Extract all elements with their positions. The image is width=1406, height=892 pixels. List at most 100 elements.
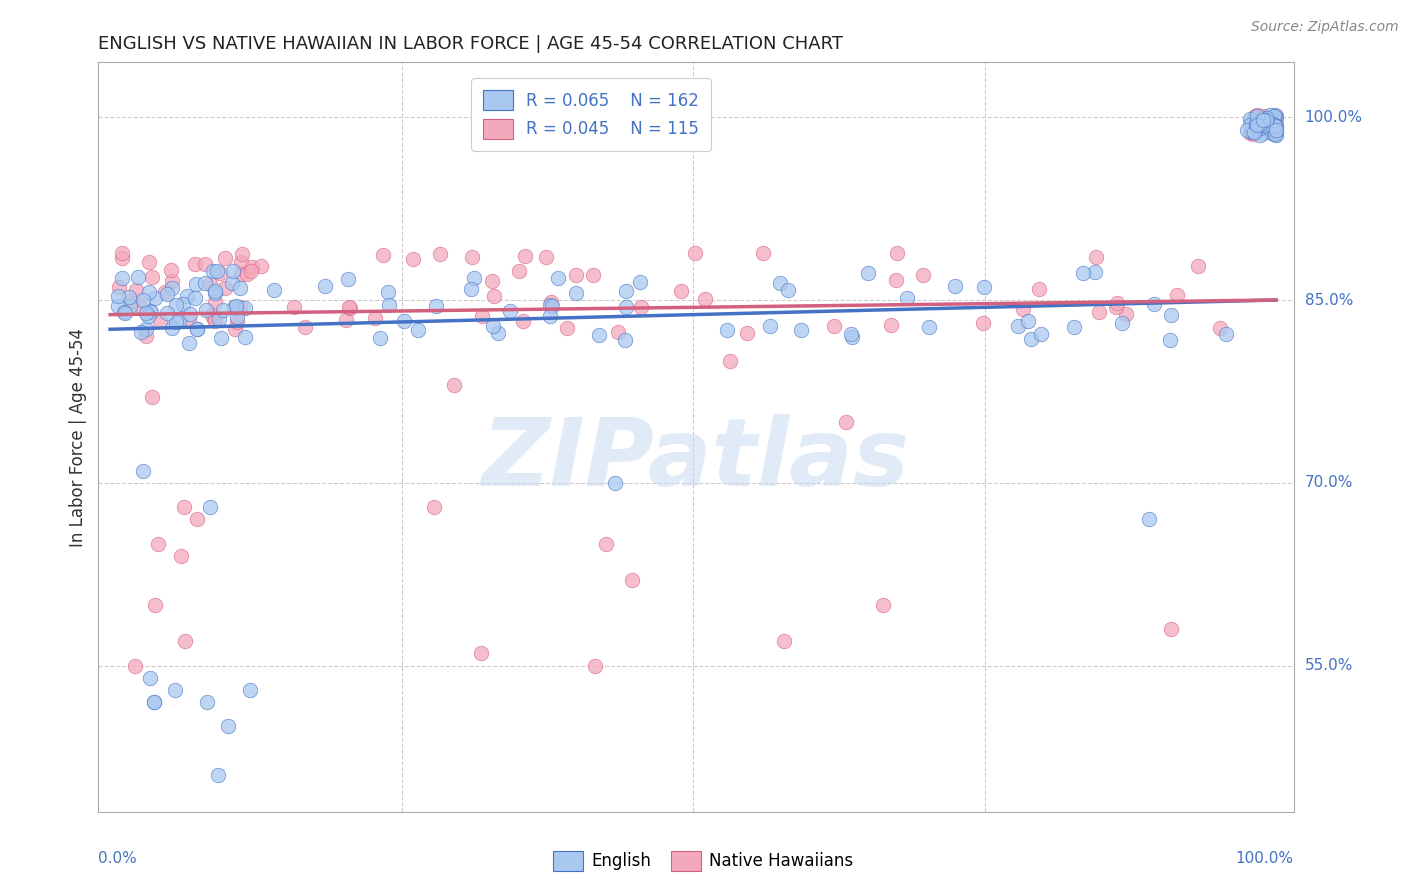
Point (179, 307, 201, 321)
Point (896, 291, 918, 305)
Point (1215, 327, 1237, 342)
Point (149, 314, 172, 328)
Point (1254, 117, 1277, 131)
Point (565, 268, 588, 283)
Point (669, 285, 692, 299)
Point (1250, 122, 1272, 136)
Point (1265, 123, 1288, 137)
Point (160, 280, 183, 294)
Point (202, 311, 225, 326)
Point (228, 281, 250, 295)
Point (155, 285, 177, 299)
Point (406, 323, 429, 337)
Point (735, 326, 758, 340)
Point (1265, 109, 1288, 123)
Point (194, 277, 217, 291)
Point (508, 264, 530, 278)
Point (159, 263, 181, 277)
Point (139, 305, 162, 319)
Point (139, 304, 162, 318)
Point (972, 316, 994, 330)
Point (886, 246, 908, 260)
Point (165, 298, 187, 312)
Point (1107, 295, 1129, 310)
Point (879, 318, 901, 332)
Point (236, 267, 259, 281)
Point (214, 281, 236, 295)
Point (463, 270, 485, 285)
Point (143, 695, 166, 709)
Point (429, 247, 451, 261)
Point (628, 275, 651, 289)
Point (482, 318, 505, 333)
Point (1246, 108, 1268, 122)
Point (1247, 118, 1270, 132)
Point (1241, 124, 1264, 138)
Point (1264, 120, 1286, 134)
Point (205, 264, 228, 278)
Point (1265, 128, 1288, 143)
Point (470, 646, 492, 660)
Point (107, 299, 129, 313)
Point (1239, 126, 1261, 140)
Point (614, 333, 637, 347)
Point (583, 658, 606, 673)
Point (233, 301, 256, 315)
Point (118, 290, 141, 304)
Point (221, 277, 243, 291)
Point (198, 500, 221, 515)
Point (1258, 108, 1281, 122)
Text: 100.0%: 100.0% (1305, 110, 1362, 125)
Point (138, 671, 160, 685)
Point (973, 280, 995, 294)
Point (283, 301, 305, 315)
Point (1264, 118, 1286, 132)
Point (198, 277, 221, 291)
Point (217, 719, 239, 733)
Point (790, 323, 813, 337)
Point (224, 322, 246, 336)
Point (1028, 282, 1050, 296)
Point (835, 415, 858, 429)
Point (377, 297, 399, 311)
Point (716, 323, 738, 337)
Point (1251, 112, 1274, 126)
Point (129, 325, 152, 339)
Point (204, 295, 226, 310)
Point (776, 283, 799, 297)
Point (1241, 121, 1264, 136)
Point (143, 291, 166, 305)
Point (127, 270, 149, 285)
Text: ENGLISH VS NATIVE HAWAIIAN IN LABOR FORCE | AGE 45-54 CORRELATION CHART: ENGLISH VS NATIVE HAWAIIAN IN LABOR FORC… (98, 35, 844, 53)
Point (1019, 332, 1042, 346)
Point (1263, 112, 1285, 126)
Point (1263, 118, 1285, 132)
Point (515, 249, 537, 263)
Point (1031, 326, 1053, 341)
Point (229, 300, 252, 314)
Point (1239, 118, 1261, 132)
Point (512, 314, 534, 328)
Point (132, 464, 155, 478)
Point (186, 322, 208, 336)
Point (1243, 117, 1265, 131)
Point (1166, 288, 1188, 302)
Point (630, 300, 652, 314)
Point (1241, 127, 1264, 141)
Point (222, 264, 245, 278)
Point (1265, 123, 1288, 137)
Point (538, 298, 561, 312)
Point (1253, 109, 1275, 123)
Point (1243, 118, 1265, 132)
Point (263, 283, 285, 297)
Point (204, 285, 226, 300)
Point (460, 283, 482, 297)
Point (138, 254, 160, 268)
Point (335, 312, 357, 326)
Point (184, 277, 207, 292)
Point (186, 512, 208, 526)
Point (614, 285, 637, 299)
Point (239, 264, 262, 278)
Point (1084, 250, 1107, 264)
Point (1159, 334, 1181, 348)
